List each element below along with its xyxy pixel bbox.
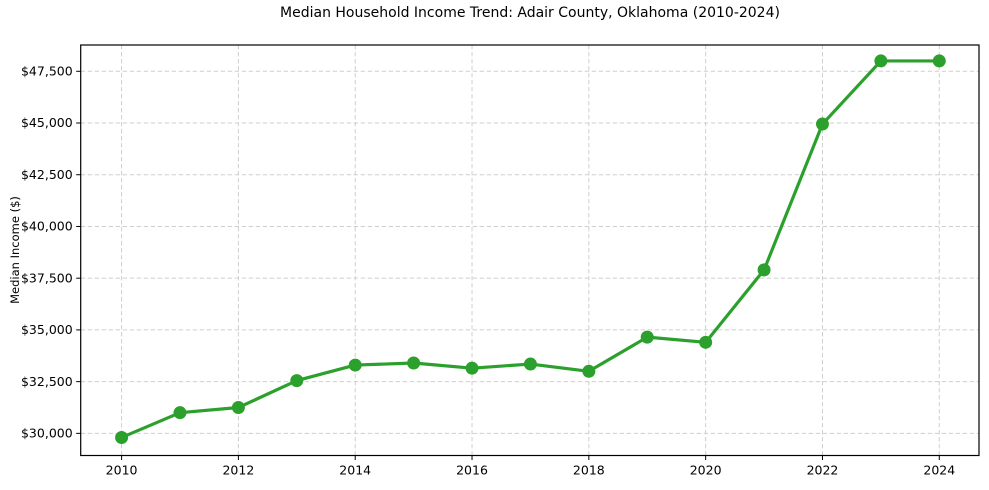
data-point-2021 <box>757 263 771 277</box>
data-point-2019 <box>640 330 654 344</box>
plot-area <box>80 45 979 456</box>
data-point-2015 <box>407 356 421 370</box>
data-point-2016 <box>465 361 479 375</box>
data-point-2020 <box>699 335 713 349</box>
x-tick-label: 2012 <box>222 463 254 478</box>
y-tick-label: $35,000 <box>21 322 73 337</box>
data-point-2023 <box>874 54 888 68</box>
x-tick-label: 2022 <box>807 463 839 478</box>
x-tick-label: 2024 <box>923 463 955 478</box>
y-tick-label: $32,500 <box>21 374 73 389</box>
chart-title: Median Household Income Trend: Adair Cou… <box>280 5 780 21</box>
y-tick-label: $40,000 <box>21 219 73 234</box>
data-point-2017 <box>523 357 537 371</box>
y-tick-label: $42,500 <box>21 167 73 182</box>
data-point-2024 <box>932 54 946 68</box>
x-tick-label: 2016 <box>456 463 488 478</box>
y-tick-label: $45,000 <box>21 115 73 130</box>
data-point-2014 <box>348 358 362 372</box>
y-tick-label: $37,500 <box>21 270 73 285</box>
data-point-2010 <box>115 430 129 444</box>
x-tick-label: 2010 <box>106 463 138 478</box>
data-point-2022 <box>815 117 829 131</box>
data-point-2011 <box>173 406 187 420</box>
data-point-2013 <box>290 374 304 388</box>
x-tick-label: 2014 <box>339 463 371 478</box>
data-point-2012 <box>231 400 245 414</box>
data-point-2018 <box>582 364 596 378</box>
x-tick-label: 2020 <box>690 463 722 478</box>
y-tick-label: $47,500 <box>21 63 73 78</box>
x-tick-label: 2018 <box>573 463 605 478</box>
plot-border <box>80 44 980 457</box>
y-tick-label: $30,000 <box>21 426 73 441</box>
